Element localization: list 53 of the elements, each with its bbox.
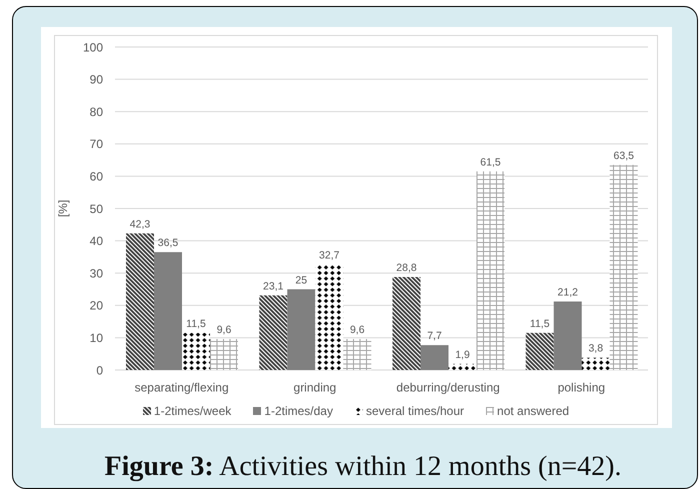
bar <box>210 338 238 370</box>
data-label: 1,9 <box>455 348 470 361</box>
y-tick-label: 20 <box>90 298 104 313</box>
legend-label: 1-2times/day <box>264 404 333 418</box>
bar <box>287 289 316 370</box>
y-tick-label: 0 <box>96 363 104 378</box>
legend-label: 1-2times/week <box>154 404 232 418</box>
bar <box>554 302 582 370</box>
y-tick-label: 70 <box>90 137 104 152</box>
legend-label: several times/hour <box>366 404 464 418</box>
y-axis-title: [%] <box>56 200 70 218</box>
text: Figure 3: Activities within 12 months (n=42). <box>104 451 622 482</box>
data-label: 63,5 <box>614 150 634 162</box>
bar <box>343 338 372 370</box>
data-label: 7,7 <box>427 330 442 342</box>
bar <box>259 295 288 370</box>
bar <box>420 345 448 370</box>
x-tick-label: separating/flexing <box>134 380 229 395</box>
data-label: 32,7 <box>319 249 340 262</box>
bar <box>392 276 420 370</box>
bar <box>154 252 182 370</box>
data-label: 11,5 <box>186 318 206 330</box>
bar <box>610 164 638 370</box>
y-tick-label: 90 <box>90 72 104 87</box>
y-tick-label: 50 <box>90 202 104 216</box>
legend-label: not answered <box>497 404 570 418</box>
data-label: 3,8 <box>588 342 604 355</box>
data-label: 28,8 <box>396 262 417 274</box>
bar <box>582 358 610 370</box>
bar <box>448 364 476 370</box>
y-tick-label: 100 <box>82 40 104 54</box>
y-tick-label: 80 <box>90 104 104 119</box>
data-label: 21,2 <box>558 286 578 299</box>
data-label: 9,6 <box>216 324 232 336</box>
bar <box>315 264 344 370</box>
y-tick-label: 60 <box>90 169 104 184</box>
data-label: 42,3 <box>130 218 150 230</box>
x-tick-label: polishing <box>558 380 606 395</box>
y-tick-label: 10 <box>90 330 104 345</box>
bar <box>182 332 210 370</box>
y-tick-label: 40 <box>90 234 104 248</box>
x-tick-label: grinding <box>294 380 336 395</box>
data-label: 36,5 <box>158 237 178 250</box>
data-label: 11,5 <box>530 318 550 330</box>
bar <box>526 332 554 370</box>
bar <box>126 233 154 370</box>
x-tick-label: deburring/derusting <box>396 380 500 395</box>
data-label: 61,5 <box>480 156 501 168</box>
data-label: 9,6 <box>350 324 365 336</box>
y-tick-label: 30 <box>90 266 104 280</box>
data-label: 23,1 <box>263 280 284 292</box>
data-label: 25 <box>295 274 308 286</box>
bar <box>476 171 504 370</box>
